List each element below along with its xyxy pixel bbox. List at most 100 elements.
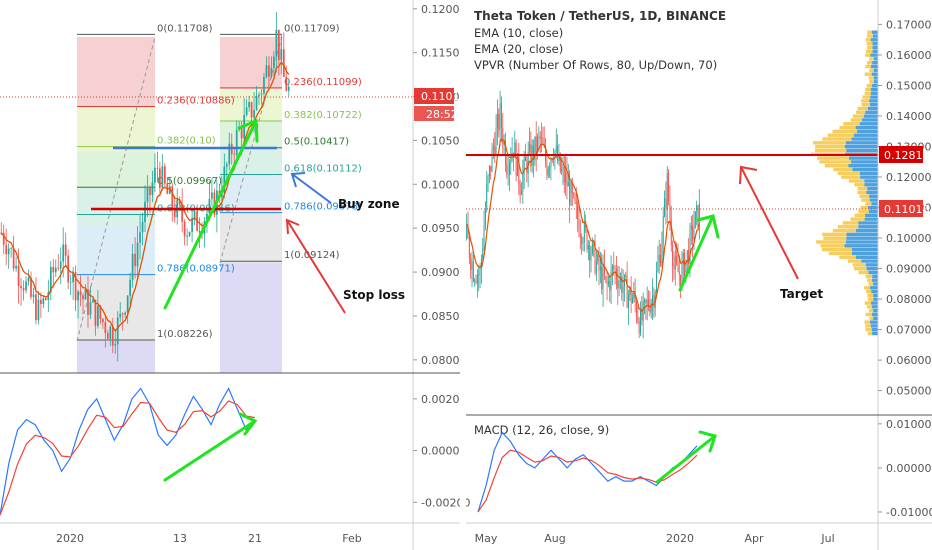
vpvr-bar-up bbox=[864, 217, 878, 221]
candle-body bbox=[579, 234, 581, 237]
candle-body bbox=[502, 127, 504, 145]
time-tick-label: 2020 bbox=[56, 532, 84, 545]
vpvr-bar-up bbox=[871, 301, 878, 305]
candle-body bbox=[178, 199, 181, 205]
vpvr-bar-down bbox=[865, 328, 872, 332]
last-price-tag: 0.11016 bbox=[879, 200, 930, 217]
candle-body bbox=[558, 153, 560, 162]
candle-body bbox=[109, 326, 112, 339]
vpvr-bar-up bbox=[851, 137, 878, 141]
candle-body bbox=[681, 262, 683, 288]
vpvr-bar-up bbox=[864, 183, 878, 187]
vpvr-bar-down bbox=[866, 83, 873, 88]
vpvr-bar-down bbox=[869, 68, 874, 73]
candle-body bbox=[578, 219, 580, 235]
candle-body bbox=[220, 193, 223, 198]
vpvr-bar-down bbox=[852, 114, 864, 118]
candle-body bbox=[627, 295, 629, 308]
fib-level-label: 0.786(0.09678) bbox=[284, 202, 362, 213]
candle-body bbox=[696, 205, 698, 212]
candle-body bbox=[539, 136, 541, 139]
candle-body bbox=[168, 186, 171, 194]
candle-body bbox=[129, 279, 131, 296]
candle-body bbox=[555, 145, 557, 152]
price-tick-label: 0.06000 bbox=[886, 354, 932, 367]
candle-body bbox=[40, 299, 42, 305]
vpvr-bar-down bbox=[859, 194, 870, 198]
vpvr-bar-up bbox=[872, 274, 878, 279]
candle-body bbox=[557, 145, 559, 162]
vpvr-bar-down bbox=[814, 148, 847, 153]
vpvr-bar-down bbox=[866, 289, 872, 294]
left-time-axis: 2020 13 21 Feb bbox=[56, 532, 362, 545]
candle-body bbox=[586, 227, 588, 250]
vpvr-bar-down bbox=[812, 141, 846, 145]
vpvr-bar-down bbox=[817, 156, 849, 160]
vpvr-bar-down bbox=[865, 312, 872, 317]
candle-body bbox=[240, 128, 243, 139]
candle-body bbox=[37, 299, 40, 321]
fib-zone-left bbox=[77, 37, 155, 373]
candle-body bbox=[642, 301, 644, 321]
fib-level-label: 0.618(0.10112) bbox=[284, 163, 362, 174]
candle-body bbox=[494, 146, 496, 156]
candle-body bbox=[263, 76, 265, 94]
candle-body bbox=[111, 326, 114, 346]
vpvr-bar-down bbox=[866, 41, 873, 46]
candle-body bbox=[590, 253, 592, 261]
candle-body bbox=[471, 261, 473, 270]
vpvr-bar-up bbox=[873, 80, 878, 84]
vpvr-bar-down bbox=[866, 305, 873, 309]
vpvr-bar-up bbox=[868, 205, 878, 210]
vpvr-bar-up bbox=[848, 156, 878, 160]
candle-body bbox=[526, 160, 528, 174]
candle-body bbox=[171, 186, 174, 210]
vpvr-bar-up bbox=[867, 186, 878, 191]
candle-body bbox=[587, 244, 589, 250]
candle-body bbox=[101, 319, 104, 323]
candle-body bbox=[662, 216, 664, 245]
candle-body bbox=[181, 204, 184, 222]
candle-body bbox=[625, 274, 627, 277]
candle-body bbox=[641, 309, 643, 321]
vpvr-bar-up bbox=[872, 45, 878, 50]
price-tick-label: 0.00200 bbox=[421, 393, 467, 406]
candle-body bbox=[52, 266, 55, 273]
blue-buy-arrow bbox=[290, 172, 332, 204]
svg-text:28:52: 28:52 bbox=[426, 108, 458, 121]
symbol-title: Theta Token / TetherUS, 1D, BINANCE bbox=[474, 9, 726, 23]
candle-body bbox=[614, 268, 616, 270]
vpvr-bar-up bbox=[871, 312, 878, 317]
candle-body bbox=[198, 230, 201, 233]
candle-body bbox=[609, 281, 611, 291]
fib-level-label: 0(0.11708) bbox=[157, 23, 213, 34]
candle-body bbox=[84, 289, 87, 300]
vpvr-bar-up bbox=[864, 179, 878, 183]
candle-body bbox=[10, 248, 13, 250]
candle-body bbox=[186, 235, 189, 237]
vpvr-bar-up bbox=[872, 331, 878, 336]
candle-body bbox=[640, 309, 641, 334]
left-macd-line bbox=[0, 387, 256, 516]
vpvr-bar-down bbox=[823, 236, 847, 240]
vpvr-bar-up bbox=[870, 53, 878, 57]
right-ema-line bbox=[466, 138, 700, 313]
candle-body bbox=[664, 198, 666, 217]
candle-body bbox=[208, 198, 211, 214]
green-up-arrow bbox=[163, 118, 259, 310]
vpvr-bar-up bbox=[872, 83, 878, 88]
candle-body bbox=[674, 256, 676, 270]
vpvr-bar-down bbox=[819, 160, 852, 164]
candle-body bbox=[64, 244, 67, 256]
vpvr-bar-up bbox=[866, 267, 878, 271]
candle-body bbox=[567, 181, 569, 187]
candle-body bbox=[573, 193, 575, 195]
vpvr-bar-down bbox=[868, 282, 874, 286]
vpvr-bar-down bbox=[865, 38, 871, 42]
candle-body bbox=[527, 152, 529, 174]
candle-body bbox=[268, 65, 270, 77]
candle-body bbox=[35, 294, 37, 321]
vpvr-bar-up bbox=[867, 106, 878, 111]
vpvr-bar-up bbox=[851, 160, 878, 164]
red-stop-arrow bbox=[285, 218, 346, 314]
